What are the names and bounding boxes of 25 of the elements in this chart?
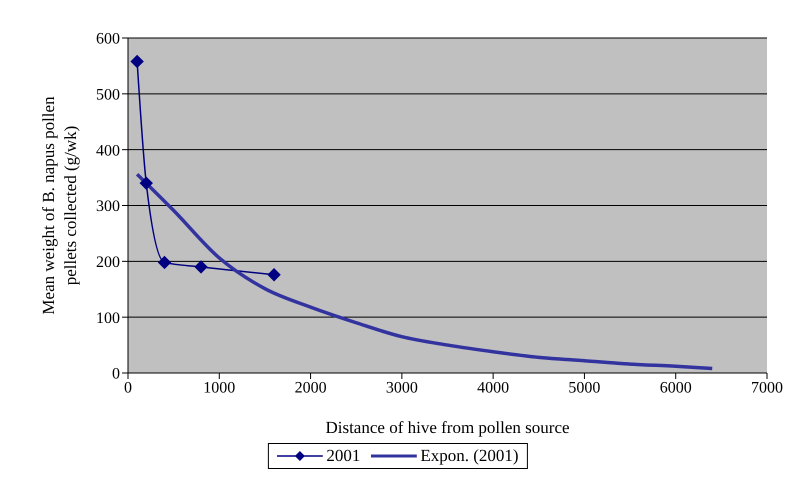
x-tick-label: 5000 bbox=[568, 379, 600, 396]
x-tick-label: 6000 bbox=[660, 379, 692, 396]
y-tick-label: 0 bbox=[112, 366, 120, 383]
legend-label: 2001 bbox=[326, 446, 360, 466]
y-tick-label: 600 bbox=[96, 30, 120, 48]
x-tick-label: 7000 bbox=[751, 379, 783, 396]
x-tick-label: 4000 bbox=[477, 379, 510, 396]
y-axis-title: Mean weight of B. napus pollen pellets collected (g/wk) bbox=[39, 96, 80, 315]
point bbox=[140, 176, 153, 190]
x-tick-label: 1000 bbox=[203, 379, 236, 396]
x-tick-label: 2000 bbox=[294, 379, 327, 396]
y-tick-label: 500 bbox=[96, 86, 120, 104]
point bbox=[194, 260, 208, 274]
y-tick-label: 200 bbox=[96, 254, 120, 272]
x-tick-label: 0 bbox=[124, 379, 132, 396]
legend-label: Expon. (2001) bbox=[420, 446, 519, 466]
point bbox=[130, 54, 144, 68]
y-tick-label: 300 bbox=[96, 198, 120, 216]
point bbox=[268, 268, 281, 282]
point bbox=[158, 256, 172, 269]
x-axis-title: Distance of hive from pollen source bbox=[325, 418, 570, 437]
line-series bbox=[135, 172, 714, 370]
y-tick-label: 400 bbox=[96, 142, 120, 160]
y-tick-label: 100 bbox=[96, 310, 120, 327]
x-tick-label: 3000 bbox=[386, 379, 418, 396]
